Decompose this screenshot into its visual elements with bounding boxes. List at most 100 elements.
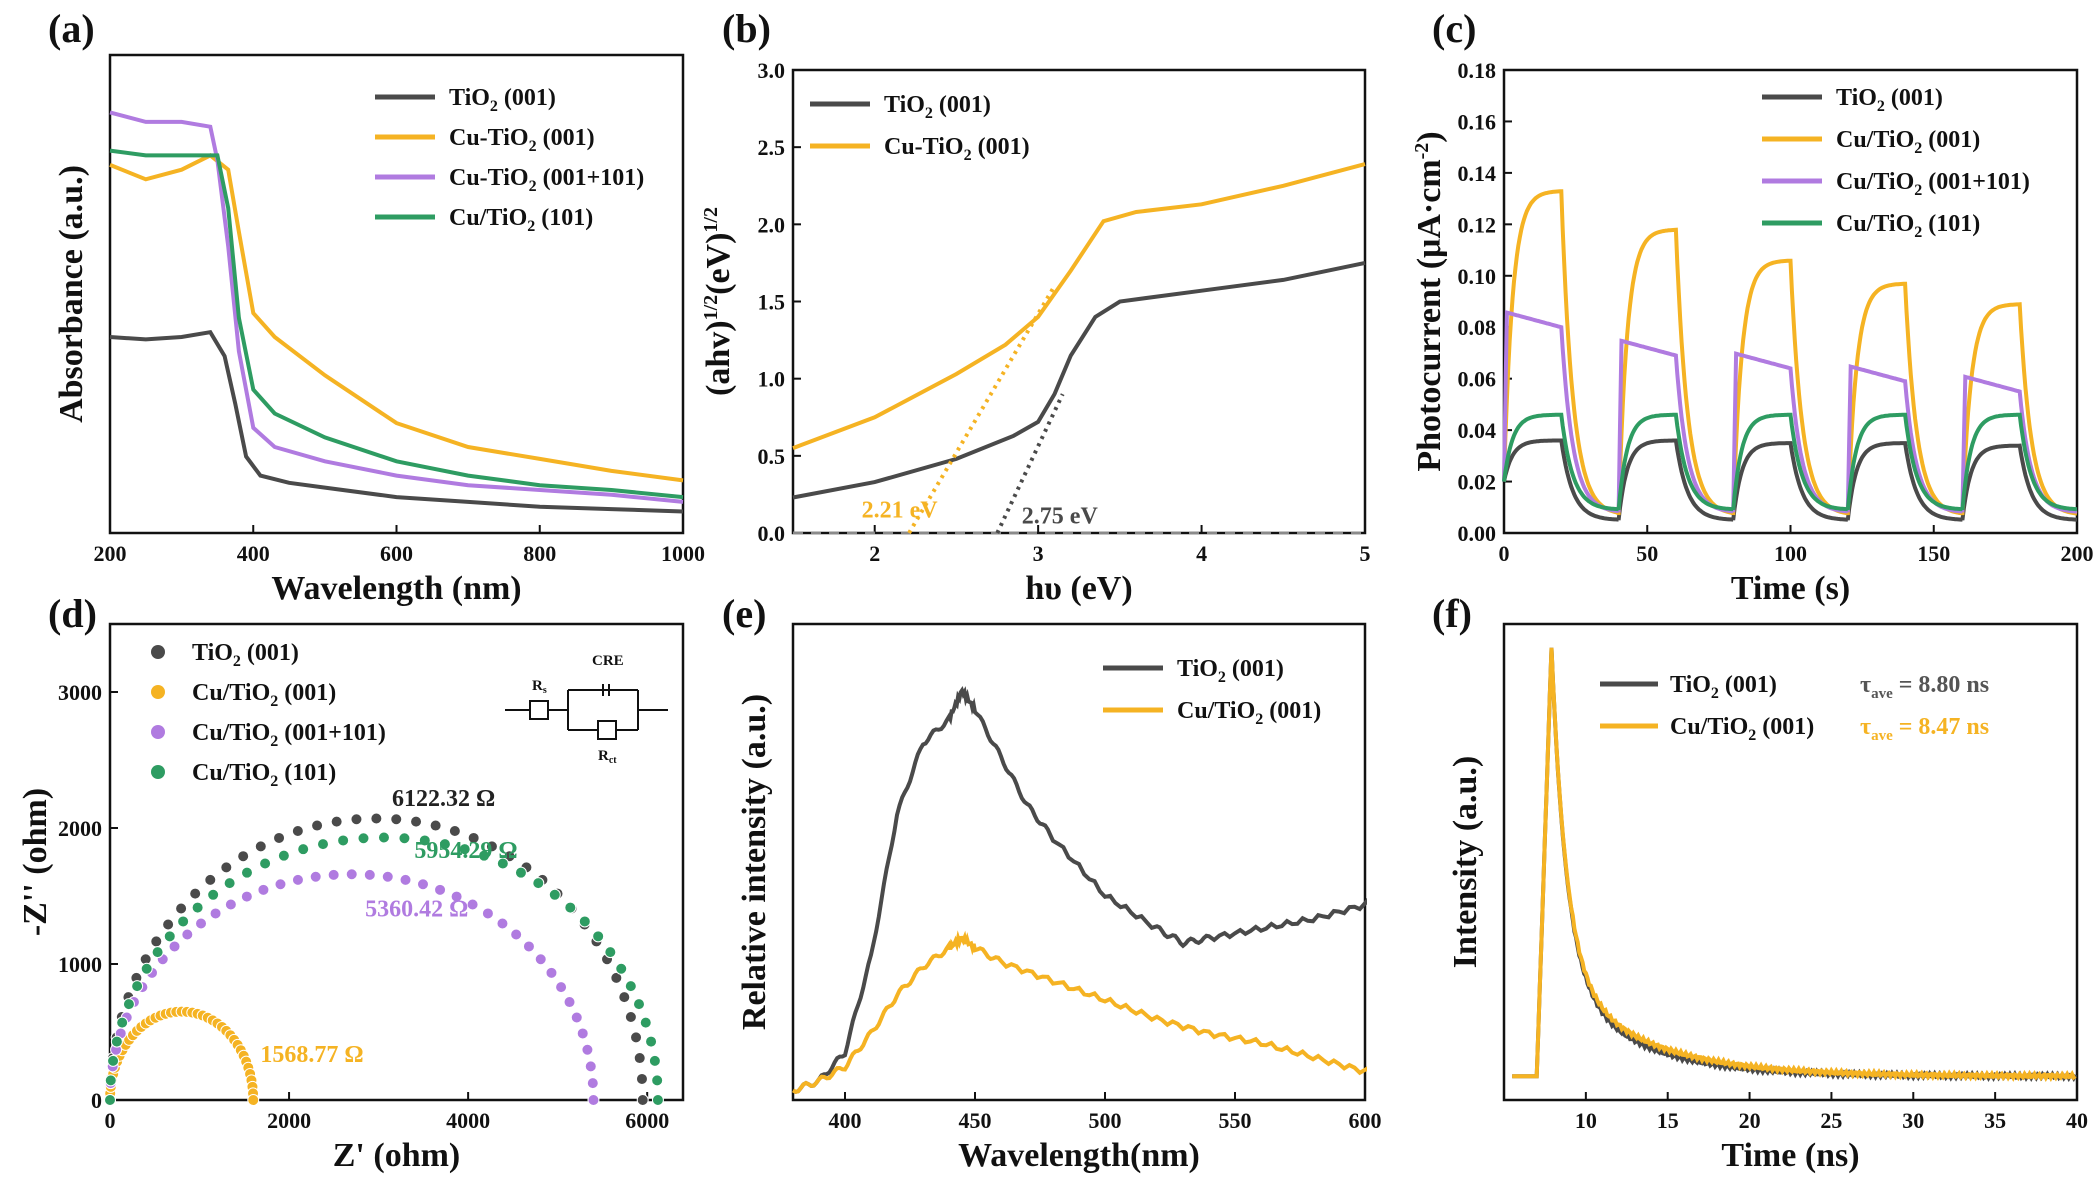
x-tick-label: 200 [2061,541,2094,566]
legend-marker [151,685,165,699]
nyquist-point [175,902,188,915]
x-tick-label: 600 [380,541,413,566]
legend-label: TiO2 (001) [884,92,991,122]
lifetime-annotation: τave = 8.47 ns [1860,714,1989,744]
nyquist-point [220,861,233,874]
series-line [792,930,1367,1095]
series-line [792,260,1366,500]
series-line [109,110,684,504]
nyquist-point [624,1011,637,1024]
nyquist-point [399,873,412,886]
y-tick-label: 1.5 [758,290,786,315]
x-tick-label: 15 [1657,1108,1679,1133]
nyquist-point [514,866,527,879]
legend-label: Cu/TiO2 (101) [1836,211,1980,241]
y-axis-title: -Z'' (ohm) [17,788,54,936]
rs-resistor [529,700,549,720]
series-line [1502,189,2078,516]
x-tick-label: 2000 [267,1108,311,1133]
circuit-wires [505,684,668,731]
cpe-label: CRE [592,653,624,669]
nyquist-point [630,1031,643,1044]
x-axis-title: Wavelength (nm) [271,570,521,607]
lifetime-annotation: τave = 8.80 ns [1860,672,1989,702]
legend-label: TiO2 (001) [1177,656,1284,686]
nyquist-point [140,962,153,975]
nyquist-point [277,849,290,862]
nyquist-point [357,832,370,845]
x-tick-label: 500 [1089,1108,1122,1133]
nyquist-point [291,873,304,886]
nyquist-point [330,815,343,828]
nyquist-point [563,996,576,1009]
y-tick-label: 0.06 [1458,367,1497,392]
nyquist-point [257,883,270,896]
nyquist-point [237,850,250,863]
x-axis-title: Time (ns) [1721,1137,1859,1174]
legend-label: Cu/TiO2 (001) [1836,127,1980,157]
x-tick-label: 1000 [661,541,705,566]
legend-label: Cu-TiO2 (001) [449,125,595,155]
x-tick-label: 600 [1349,1108,1382,1133]
y-axis-title: Relative intensity (a.u.) [736,694,773,1030]
nyquist-point [467,831,480,844]
nyquist-point [615,962,628,975]
legend-label: TiO2 (001) [192,640,299,670]
series-line [1512,647,2078,1083]
x-tick-label: 0 [1499,541,1510,566]
series-line [1502,412,2078,512]
legend-label: Cu-TiO2 (001) [884,134,1030,164]
nyquist-point [466,898,479,911]
nyquist-point [273,831,286,844]
nyquist-point [522,940,535,953]
nyquist-point [204,873,217,886]
x-tick-label: 6000 [625,1108,669,1133]
nyquist-point [478,849,491,862]
nyquist-point [254,840,267,853]
chart-trpl: (f) 10 15 20 25 30 35 40 Time (ns) Intensity (a.u… [1432,591,2088,1174]
x-tick-label: 10 [1575,1108,1597,1133]
nyquist-point [581,1043,594,1056]
nyquist-point [510,928,523,941]
y-axis-title: Absorbance (a.u.) [53,165,90,423]
nyquist-point [450,890,463,903]
plot-frame [791,68,1367,535]
nyquist-point [223,877,236,890]
y-tick-label: 3000 [58,680,102,705]
x-axis-title: Time (s) [1731,570,1850,607]
tangent-fit-line [995,393,1065,534]
bandgap-annotation: 2.75 eV [1022,504,1099,530]
nyquist-point [632,998,645,1011]
legend-label: Cu/TiO2 (001) [192,680,336,710]
nyquist-point [636,1094,649,1106]
rs-label: Rs [532,678,547,696]
x-tick-label: 4000 [446,1108,490,1133]
nyquist-point [481,907,494,920]
nyquist-point [240,866,253,879]
x-tick-label: 550 [1219,1108,1252,1133]
legend-label: Cu/TiO2 (001+101) [1836,169,2030,199]
series-line [1502,438,2077,522]
nyquist-point [311,819,324,832]
nyquist-point [177,915,190,928]
rct-label: Rct [598,748,617,766]
legend-label: Cu/TiO2 (001+101) [192,720,386,750]
x-tick-label: 2 [869,541,880,566]
chart-tauc: (b) 2 3 4 5 0.0 0.5 1.0 1.5 2.0 2.5 3.0 hυ (eV) (ahv)… [700,6,1371,607]
nyquist-point [570,1011,583,1024]
nyquist-point [633,1052,646,1065]
x-axis-title: hυ (eV) [1025,570,1132,607]
nyquist-point [496,857,509,870]
legend-label: Cu/TiO2 (101) [449,205,593,235]
x-tick-label: 4 [1196,541,1207,566]
nyquist-point [116,1016,129,1029]
y-tick-label: 0.08 [1458,315,1497,340]
nyquist-point [604,946,617,959]
series-line [1502,310,2078,514]
nyquist-point [309,870,322,883]
y-tick-label: 0 [91,1088,102,1113]
x-tick-label: 400 [829,1108,862,1133]
series-line [792,685,1367,1095]
chart-absorbance: (a) 200 400 600 800 1000 Wavelength (nm) Absorb… [48,6,705,607]
